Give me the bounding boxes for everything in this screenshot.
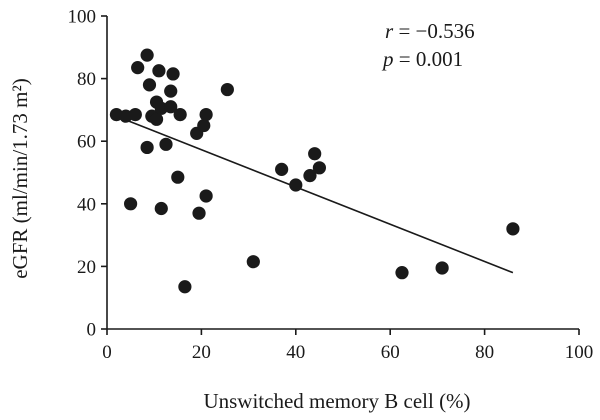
data-point <box>128 107 142 122</box>
y-ticks: 0 20 40 60 80 100 <box>68 7 107 341</box>
data-point <box>395 266 409 280</box>
x-tick-label: 80 <box>475 342 494 363</box>
data-point <box>164 84 178 98</box>
data-point <box>506 222 520 236</box>
p-symbol: p <box>381 47 394 71</box>
data-point <box>131 61 145 75</box>
data-point <box>435 261 449 275</box>
data-point <box>159 137 173 151</box>
data-point <box>312 161 326 175</box>
r-value: = −0.536 <box>393 19 474 43</box>
data-point <box>303 169 317 183</box>
y-tick-label: 40 <box>77 194 96 215</box>
data-point <box>289 178 303 192</box>
data-point <box>149 112 164 126</box>
x-tick-label: 40 <box>286 342 305 363</box>
y-tick-label: 60 <box>77 132 96 153</box>
y-axis-title: eGFR (ml/min/1.73 m²) <box>8 78 32 279</box>
y-tick-label: 0 <box>87 320 97 341</box>
data-point <box>173 107 187 122</box>
data-points <box>109 48 520 294</box>
data-point <box>246 255 260 269</box>
x-axis-title: Unswitched memory B cell (%) <box>203 389 470 413</box>
data-point <box>140 48 154 62</box>
r-symbol: r <box>385 19 394 43</box>
p-value: = 0.001 <box>394 47 464 71</box>
data-point <box>275 162 289 176</box>
x-tick-label: 100 <box>565 342 594 363</box>
data-point <box>124 197 138 211</box>
data-point <box>142 78 157 92</box>
data-point <box>166 67 180 81</box>
x-tick-label: 20 <box>192 342 211 363</box>
data-point <box>199 107 213 122</box>
data-point <box>178 280 192 294</box>
data-point <box>171 170 185 184</box>
p-value-annotation: p = 0.001 <box>381 47 463 71</box>
y-tick-label: 80 <box>77 69 96 90</box>
data-point <box>154 201 168 216</box>
data-point <box>197 118 211 133</box>
data-point <box>220 82 234 97</box>
x-tick-label: 60 <box>381 342 400 363</box>
regression-line <box>116 115 514 274</box>
y-tick-label: 100 <box>68 7 97 28</box>
axes <box>106 16 579 330</box>
correlation-annotation: r = −0.536 <box>385 19 475 43</box>
data-point <box>308 147 322 161</box>
y-tick-label: 20 <box>77 257 96 278</box>
data-point <box>199 189 213 203</box>
x-tick-label: 0 <box>102 342 112 363</box>
data-point <box>140 140 154 155</box>
data-point <box>192 206 206 220</box>
data-point <box>164 100 178 114</box>
x-ticks: 0 20 40 60 80 100 <box>102 329 593 363</box>
data-point <box>152 64 166 78</box>
